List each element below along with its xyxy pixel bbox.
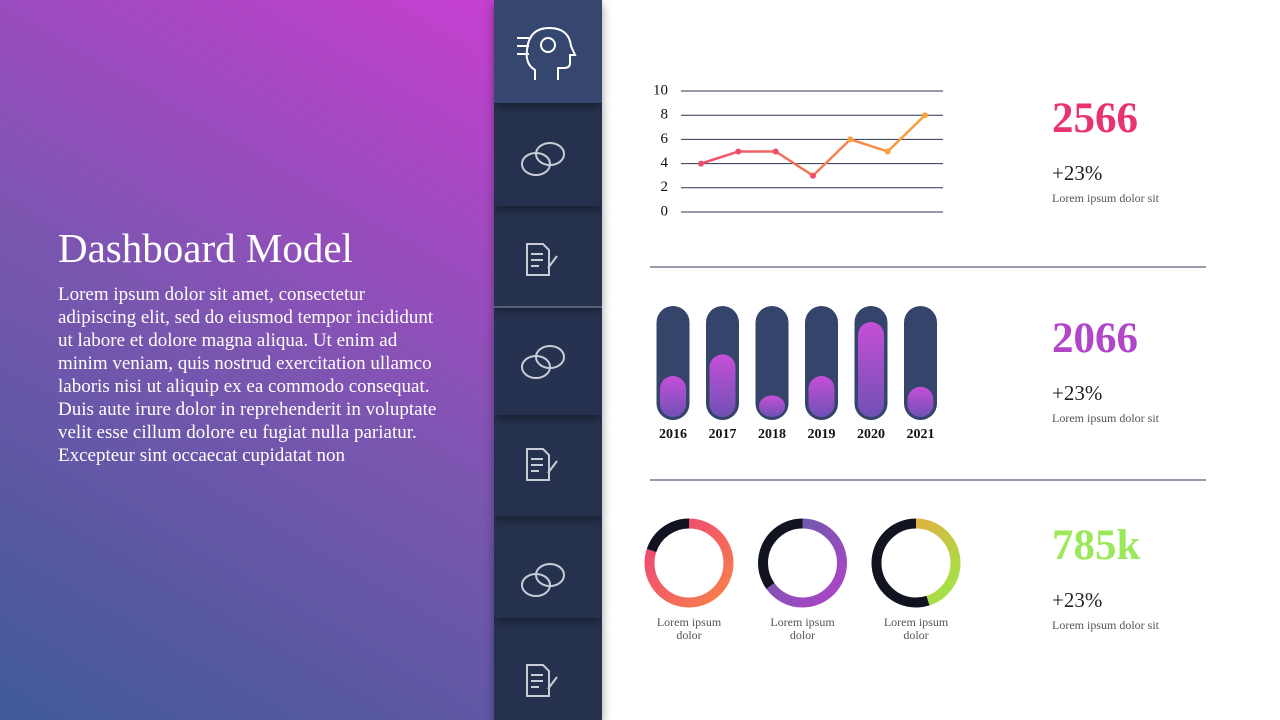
- brain-icon: [517, 26, 577, 80]
- donut-segment: [758, 518, 847, 608]
- stat-change: +23%: [1052, 161, 1103, 185]
- point: [922, 112, 928, 119]
- title: Dashboard Model: [58, 225, 353, 271]
- stat-caption: Lorem ipsum dolor sit: [1052, 618, 1159, 632]
- y-tick-label: 8: [661, 107, 669, 123]
- bar: [759, 395, 785, 417]
- point: [772, 148, 779, 155]
- y-tick-label: 4: [661, 155, 669, 171]
- donut: [871, 518, 961, 608]
- point: [847, 136, 854, 143]
- stat-value: 2566: [1052, 95, 1138, 142]
- left-panel: Dashboard Model Lorem ipsum dolor sit am…: [0, 0, 494, 720]
- stat-caption: Lorem ipsum dolor sit: [1052, 411, 1159, 425]
- point: [810, 172, 816, 179]
- x-tick-label: 2019: [808, 427, 836, 442]
- y-tick-label: 0: [661, 203, 669, 219]
- x-tick-label: 2017: [709, 427, 737, 442]
- chat-icons: [521, 142, 565, 597]
- doc-icons: [526, 243, 558, 697]
- body-text: Lorem ipsum dolor sit amet, consectetur …: [58, 284, 437, 466]
- stat-value: 785k: [1052, 522, 1141, 569]
- y-tick-label: 10: [653, 82, 668, 98]
- point: [884, 148, 891, 155]
- sidebar: [494, 0, 602, 720]
- y-tick-label: 2: [661, 179, 669, 195]
- y-tick-label: 6: [661, 131, 669, 147]
- point: [735, 148, 742, 155]
- stat-change: +23%: [1052, 381, 1103, 405]
- point: [698, 160, 704, 167]
- bar: [660, 375, 686, 417]
- x-tick-label: 2021: [907, 427, 935, 442]
- donut: [644, 518, 734, 608]
- stat-caption: Lorem ipsum dolor sit: [1052, 191, 1159, 205]
- donut: [758, 518, 847, 608]
- x-tick-label: 2016: [659, 427, 687, 442]
- donut-label: Lorem ipsum dolor: [656, 615, 722, 642]
- bar: [858, 321, 884, 417]
- bar: [709, 354, 736, 417]
- donut-segment: [871, 518, 961, 608]
- bar-track: [755, 306, 789, 420]
- bar: [808, 375, 835, 417]
- donut-segment: [644, 518, 734, 608]
- donut-label: Lorem ipsum dolor: [883, 615, 949, 642]
- x-tick-label: 2018: [758, 427, 786, 442]
- x-tick-label: 2020: [857, 427, 885, 442]
- donut-label: Lorem ipsum dolor: [770, 615, 835, 642]
- bar: [907, 386, 934, 417]
- stat-value: 2066: [1052, 315, 1138, 362]
- line: [700, 114, 926, 178]
- stat-change: +23%: [1052, 588, 1103, 612]
